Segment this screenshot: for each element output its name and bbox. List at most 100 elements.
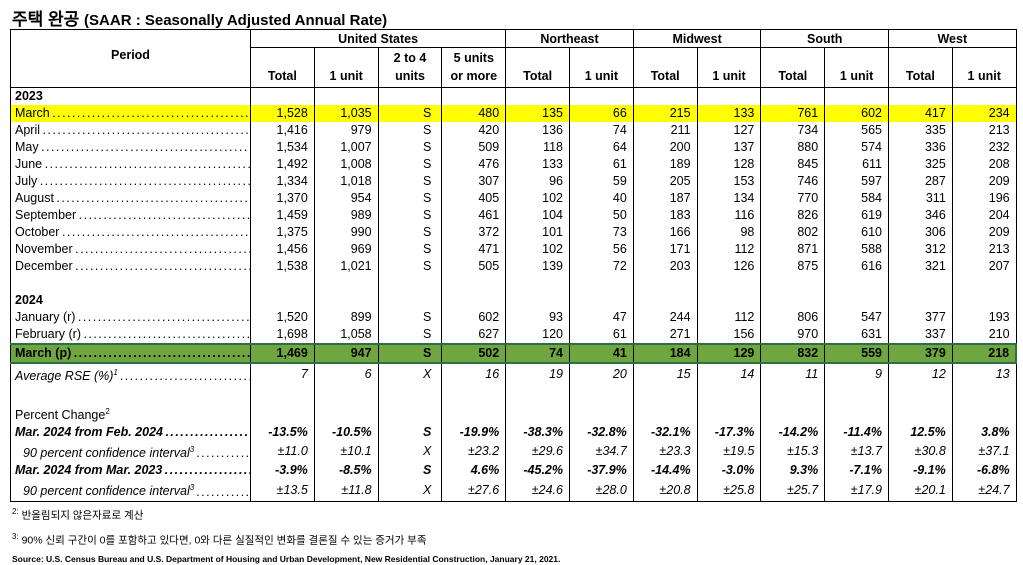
column-header: 1 unit [824,47,889,88]
data-cell: ±10.1 [313,441,379,463]
table-row: October 1,375990S372101731669880261030620… [10,224,1017,241]
data-cell: 213 [951,122,1017,139]
data-cell: 66 [569,105,634,122]
region-header-west: West [888,29,1017,48]
data-cell: 11 [760,363,826,386]
data-cell: 204 [951,207,1017,224]
data-cell: 1,370 [250,190,315,207]
data-cell: 184 [632,343,698,364]
data-cell: 619 [824,207,889,224]
data-cell: 208 [951,156,1017,173]
period-label-text: 2023 [15,89,43,103]
data-cell: 120 [505,326,570,344]
data-cell: 200 [632,139,698,156]
period-label: June [10,156,251,173]
region-header-us: United States [249,29,507,48]
period-label: April [10,122,251,139]
column-header: Total [888,47,953,88]
data-cell: S [377,343,443,364]
data-cell: 98 [696,224,762,241]
data-cell: 171 [632,241,698,258]
data-cell: 947 [313,343,379,364]
data-cell: -17.3% [696,424,762,442]
data-cell: 133 [505,156,570,173]
period-label: Mar. 2024 from Mar. 2023 [10,462,251,480]
page-title: 주택 완공 (SAAR : Seasonally Adjusted Annual… [12,5,387,30]
data-cell: ±23.3 [632,441,698,463]
column-header: 1 unit [313,47,379,88]
footnote-2: 2: 반올림되지 않은자료로 계산 [12,505,1016,523]
period-label-text: 90 percent confidence interval [23,484,190,499]
data-cell: 64 [569,139,634,156]
data-cell: 183 [632,207,698,224]
data-cell: 93 [505,309,570,326]
period-label-text: 2024 [15,293,43,307]
data-cell: 135 [505,105,570,122]
data-cell: ±20.1 [888,479,953,502]
data-cell: 72 [569,258,634,275]
data-cell: S [377,424,443,442]
data-cell: 1,456 [250,241,315,258]
data-cell [951,403,1017,425]
data-cell: 989 [313,207,379,224]
period-label-text: Percent Change [15,408,106,423]
data-cell: 9.3% [760,462,826,480]
table-row: September 1,459989S4611045018311682661934… [10,207,1017,224]
data-cell: 104 [505,207,570,224]
table-row: 90 percent confidence interval3±13.5±11.… [10,479,1017,502]
data-cell: 6 [313,363,379,386]
data-cell: 1,528 [250,105,315,122]
data-cell: S [377,190,443,207]
footnote-ref: 2 [105,407,110,417]
data-cell [377,292,443,309]
data-cell [250,403,315,425]
data-cell: 209 [951,173,1017,190]
data-cell: 1,459 [250,207,315,224]
data-cell: -6.8% [951,462,1017,480]
data-cell: -9.1% [888,462,953,480]
data-cell [377,87,443,105]
table-row: Average RSE (%)176X16192015141191213 [10,363,1017,386]
data-cell: -10.5% [313,424,379,442]
column-header: 5 units or more [441,47,507,88]
data-cell: -13.5% [250,424,315,442]
footnote-text: 반올림되지 않은자료로 계산 [21,509,144,522]
data-cell: 502 [441,343,507,364]
data-cell: ±13.7 [824,441,889,463]
period-label: Average RSE (%)1 [10,363,251,386]
period-label: January (r) [10,309,251,326]
data-cell: 1,698 [250,326,315,344]
data-cell [569,87,634,105]
column-header: 1 unit [569,47,634,88]
table-row: August 1,370954S4051024018713477058431119… [10,190,1017,207]
data-cell: 325 [888,156,953,173]
data-cell: 271 [632,326,698,344]
data-cell: 74 [505,343,570,364]
data-cell: 4.6% [441,462,507,480]
data-cell: 969 [313,241,379,258]
period-label-text: 90 percent confidence interval [23,446,190,461]
table-row: December 1,5381,021S505139722031268756163… [10,258,1017,275]
data-cell [441,385,507,404]
data-cell [888,87,953,105]
data-cell: 40 [569,190,634,207]
data-cell: 133 [696,105,762,122]
period-label [10,385,251,404]
data-cell: 20 [569,363,634,386]
period-label-text: February (r) [15,327,81,341]
period-label: March [10,105,251,122]
data-cell: 126 [696,258,762,275]
data-cell: 139 [505,258,570,275]
data-cell: 1,018 [313,173,379,190]
data-cell: 979 [313,122,379,139]
data-cell [824,87,889,105]
period-label [10,275,251,292]
data-cell: -8.5% [313,462,379,480]
data-cell: -38.3% [505,424,570,442]
data-cell: 1,416 [250,122,315,139]
data-cell: 136 [505,122,570,139]
table-section: Period United States Northeast Midwest S… [10,29,1018,565]
data-cell: 156 [696,326,762,344]
data-cell: 471 [441,241,507,258]
